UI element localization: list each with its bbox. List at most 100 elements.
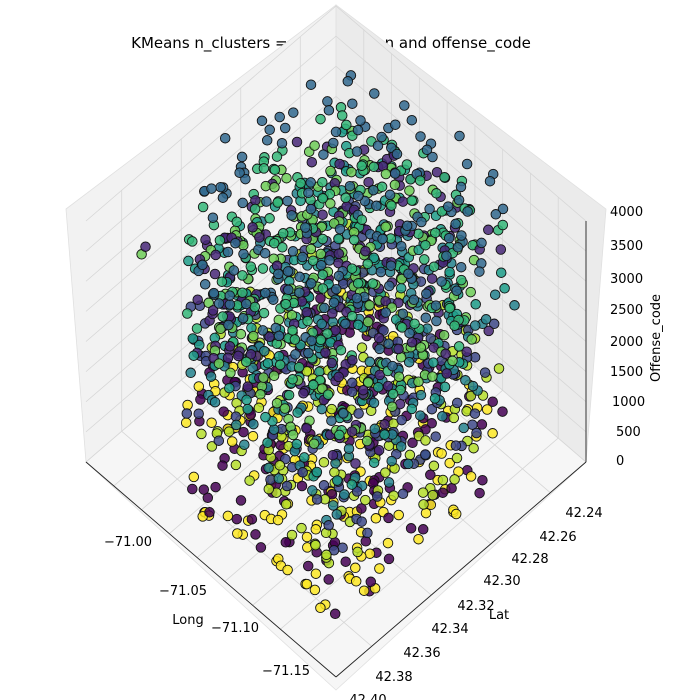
- scatter-point-cluster-7: [317, 283, 329, 294]
- scatter-point-cluster-7: [191, 323, 203, 334]
- scatter-point-cluster-4: [215, 181, 226, 193]
- scatter-point-cluster-3: [346, 386, 358, 398]
- scatter-point-cluster-4: [322, 96, 333, 107]
- y-tick-label: 42.32: [457, 599, 494, 614]
- scatter-point-cluster-2: [393, 343, 404, 355]
- scatter-point-cluster-4: [456, 230, 467, 241]
- scatter-point-cluster-6: [273, 351, 285, 362]
- scatter-point-cluster-4: [213, 298, 225, 309]
- scatter-point-cluster-8: [362, 377, 374, 388]
- scatter-point-cluster-8: [255, 389, 266, 400]
- scatter-point-cluster-4: [369, 88, 380, 99]
- scatter-point-cluster-1: [232, 528, 243, 539]
- scatter-point-cluster-4: [397, 308, 409, 319]
- scatter-point-cluster-4: [294, 271, 305, 283]
- scatter-point-cluster-8: [268, 370, 280, 382]
- scatter-point-cluster-1: [310, 524, 322, 535]
- scatter-point-cluster-7: [287, 325, 298, 336]
- scatter-point-cluster-8: [235, 328, 247, 340]
- scatter-point-cluster-5: [259, 345, 270, 357]
- scatter-point-cluster-8: [389, 179, 401, 191]
- scatter-point-cluster-4: [387, 360, 398, 372]
- scatter-point-cluster-9: [360, 494, 371, 506]
- scatter-point-cluster-6: [499, 283, 510, 294]
- z-gridline: [85, 96, 337, 312]
- scatter-point-cluster-4: [484, 175, 496, 187]
- scatter-point-cluster-2: [224, 341, 236, 352]
- scatter-point-cluster-6: [368, 457, 380, 468]
- scatter-point-cluster-0: [280, 537, 292, 548]
- scatter-point-cluster-2: [200, 234, 211, 245]
- scatter-point-cluster-7: [182, 308, 193, 319]
- scatter-point-cluster-4: [442, 201, 454, 212]
- scatter-point-cluster-2: [233, 350, 244, 362]
- scatter-point-cluster-7: [237, 287, 248, 298]
- scatter-point-cluster-8: [380, 168, 392, 180]
- scatter-point-cluster-4: [403, 268, 414, 279]
- scatter-point-cluster-4: [415, 131, 426, 142]
- scatter-point-cluster-4: [300, 222, 311, 233]
- scatter-point-cluster-3: [346, 377, 358, 389]
- scatter-point-cluster-6: [187, 333, 199, 344]
- scatter-point-cluster-9: [448, 412, 460, 424]
- z-gridline: [335, 5, 587, 222]
- scatter-point-cluster-5: [231, 419, 242, 431]
- scatter-point-cluster-9: [230, 459, 242, 471]
- scatter-point-cluster-2: [440, 348, 451, 360]
- scatter-point-cluster-3: [430, 431, 441, 442]
- scatter-point-cluster-1: [226, 436, 238, 447]
- scatter-point-cluster-2: [333, 371, 344, 383]
- scatter-point-cluster-4: [374, 343, 385, 355]
- scatter-point-cluster-3: [469, 408, 481, 419]
- scatter-point-cluster-4: [261, 196, 272, 207]
- scatter-point-cluster-2: [306, 156, 318, 168]
- scatter-point-cluster-1: [350, 562, 361, 574]
- scatter-point-cluster-4: [282, 195, 293, 207]
- scatter-point-cluster-1: [222, 510, 234, 522]
- scatter-point-cluster-1: [301, 531, 313, 543]
- y-tick-label: 42.26: [539, 530, 576, 545]
- scatter-point-cluster-3: [297, 467, 308, 478]
- z-gridline: [85, 65, 337, 282]
- scatter-point-cluster-4: [305, 278, 317, 289]
- scatter-point-cluster-3: [323, 520, 334, 531]
- scatter-point-cluster-6: [346, 479, 358, 490]
- scatter-point-cluster-4: [224, 299, 236, 310]
- scatter-point-cluster-4: [276, 137, 288, 149]
- scatter-point-cluster-1: [358, 585, 370, 596]
- z-gridline: [335, 65, 587, 282]
- x-axis-ticks: −71.00 −71.05 −71.10 −71.15: [104, 535, 310, 679]
- scatter-point-cluster-4: [384, 280, 395, 292]
- scatter-point-cluster-4: [390, 119, 401, 130]
- scatter-point-cluster-3: [328, 545, 340, 556]
- scatter-point-cluster-4: [324, 255, 335, 266]
- scatter-point-cluster-7: [197, 201, 209, 213]
- scatter-point-cluster-8: [466, 334, 477, 345]
- z-gridline: [335, 35, 587, 252]
- scatter-point-cluster-4: [222, 246, 234, 258]
- scatter-point-cluster-7: [264, 213, 275, 224]
- scatter-point-cluster-0: [417, 524, 429, 535]
- scatter-point-cluster-1: [309, 584, 321, 596]
- scatter-point-cluster-4: [238, 248, 249, 260]
- scatter-point-cluster-4: [259, 248, 271, 259]
- scatter-point-cluster-9: [418, 499, 429, 510]
- scatter-point-cluster-4: [326, 415, 337, 426]
- scatter-point-cluster-2: [192, 294, 203, 305]
- scatter-point-cluster-2: [210, 249, 221, 261]
- scatter-point-cluster-5: [364, 356, 376, 368]
- scatter-point-cluster-4: [268, 294, 279, 305]
- scatter-point-cluster-0: [383, 512, 394, 524]
- scatter-point-cluster-2: [426, 273, 438, 284]
- scatter-point-cluster-4: [344, 180, 356, 192]
- scatter-point-cluster-6: [333, 233, 344, 245]
- scatter-point-cluster-7: [386, 200, 397, 211]
- scatter-point-cluster-4: [376, 131, 387, 143]
- scatter-point-cluster-4: [287, 246, 299, 257]
- scatter-point-cluster-5: [402, 458, 414, 470]
- scatter-point-cluster-6: [495, 267, 507, 278]
- scatter-point-cluster-4: [305, 177, 316, 188]
- scatter-point-cluster-4: [455, 181, 467, 193]
- scatter-point-cluster-4: [328, 137, 339, 149]
- scatter-point-cluster-5: [239, 439, 250, 450]
